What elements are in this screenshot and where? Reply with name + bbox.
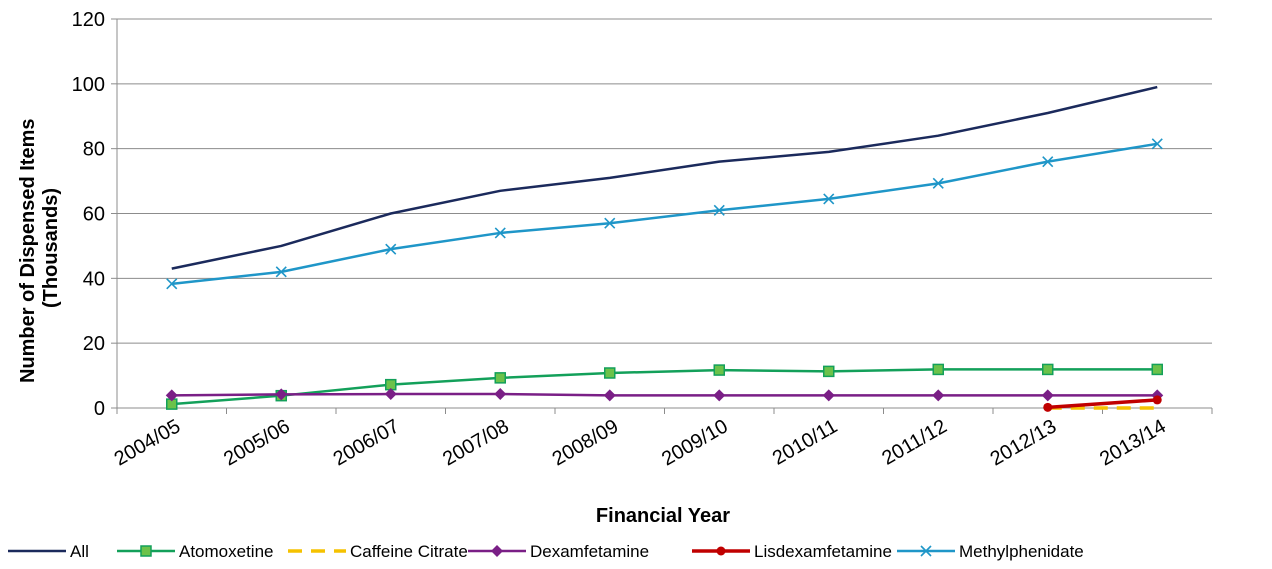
y-axis-ticks: 0 20 40 60 80 100 120 [72, 9, 105, 420]
legend-item-lisdexamfetamine: Lisdexamfetamine [692, 542, 892, 561]
y-tick-label: 80 [83, 139, 105, 161]
data-point [713, 364, 725, 376]
x-tick-label: 2013/14 [1096, 415, 1170, 470]
data-point [932, 389, 945, 402]
data-point [1043, 402, 1053, 412]
x-axis-ticks: 2004/05 2005/06 2006/07 2007/08 2008/09 2009/… [111, 415, 1170, 470]
legend-marker [920, 545, 932, 557]
legend-item-dexamfetamine: Dexamfetamine [468, 542, 649, 561]
data-point [494, 388, 507, 401]
y-axis-title-line-1: Number of Dispensed Items [17, 119, 39, 384]
data-point [823, 365, 835, 378]
series-lines [165, 85, 1164, 412]
data-point [1042, 363, 1054, 376]
data-point [494, 227, 506, 239]
x-tick-label: 2004/05 [111, 415, 185, 470]
series-atomoxetine [166, 363, 1163, 410]
data-point [932, 363, 944, 376]
legend-label: Methylphenidate [959, 542, 1084, 561]
series-line [171, 142, 1158, 286]
data-point [603, 389, 616, 402]
x-tick-label: 2010/11 [769, 415, 841, 469]
series-methylphenidate [166, 138, 1163, 290]
x-tick-label: 2006/07 [330, 415, 404, 470]
data-point [1151, 138, 1163, 150]
data-point [604, 217, 616, 229]
data-point [166, 278, 178, 290]
series-dexamfetamine [165, 388, 1164, 402]
legend-label: Dexamfetamine [530, 542, 649, 561]
data-point [1042, 156, 1054, 168]
y-tick-label: 120 [72, 9, 105, 31]
x-axis-title: Financial Year [596, 505, 730, 527]
y-axis-title: Number of Dispensed Items (Thousands) [17, 113, 62, 383]
legend-marker [491, 545, 503, 557]
data-point [494, 372, 506, 384]
series-line [171, 392, 1158, 397]
y-axis-title-line-2: (Thousands) [40, 188, 62, 308]
data-point [713, 389, 726, 402]
gridlines [117, 18, 1212, 344]
data-point [165, 389, 178, 402]
x-tick-label: 2011/12 [878, 415, 950, 469]
legend-item-caffeine-citrate: Caffeine Citrate [288, 542, 468, 561]
data-point [1151, 363, 1163, 376]
y-tick-label: 100 [72, 74, 105, 96]
legend-marker [140, 545, 152, 557]
data-point [275, 266, 287, 278]
y-tick-label: 0 [94, 398, 105, 420]
series-line [1047, 398, 1158, 410]
legend-marker [716, 546, 726, 556]
data-point [275, 388, 288, 401]
x-tick-label: 2009/10 [658, 415, 732, 470]
series-all [171, 85, 1158, 270]
y-tick-label: 40 [83, 268, 105, 290]
legend: All Atomoxetine Caffeine Citrate Dexamfetam… [8, 542, 1084, 561]
series-lisdexamfetamine [1043, 395, 1162, 412]
x-tick-label: 2005/06 [220, 415, 294, 470]
data-point [1152, 395, 1162, 405]
data-point [1041, 389, 1054, 402]
data-point [823, 193, 835, 205]
legend-label: Caffeine Citrate [350, 542, 468, 561]
legend-label: All [70, 542, 89, 561]
data-point [932, 177, 944, 189]
x-tick-label: 2008/09 [549, 415, 623, 470]
x-tick-label: 2012/13 [987, 415, 1061, 470]
x-tick-label: 2007/08 [439, 415, 513, 470]
axes [111, 18, 1213, 414]
y-tick-label: 20 [83, 333, 105, 355]
legend-item-all: All [8, 542, 89, 561]
legend-label: Lisdexamfetamine [754, 542, 892, 561]
series-line [171, 85, 1158, 270]
legend-item-methylphenidate: Methylphenidate [897, 542, 1084, 561]
data-point [604, 367, 616, 379]
series-line [171, 368, 1158, 406]
data-point [822, 389, 835, 402]
legend-label: Atomoxetine [179, 542, 274, 561]
data-point [384, 388, 397, 401]
y-tick-label: 60 [83, 204, 105, 226]
data-point [385, 243, 397, 255]
data-point [713, 204, 725, 216]
legend-item-atomoxetine: Atomoxetine [117, 542, 274, 561]
